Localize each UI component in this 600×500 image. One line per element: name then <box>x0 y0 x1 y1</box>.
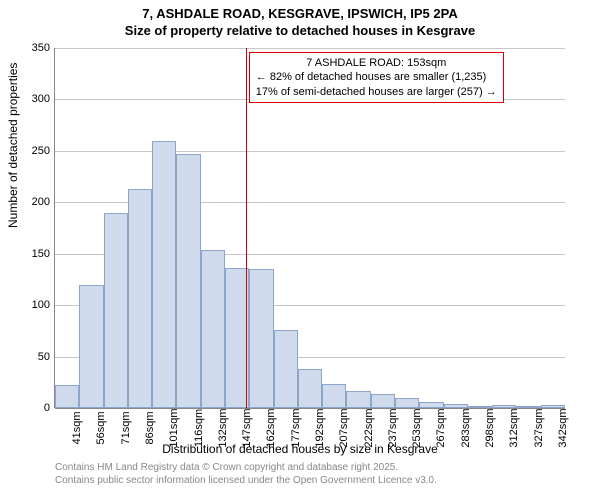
y-tick-label: 300 <box>32 93 55 105</box>
histogram-bar <box>274 330 298 408</box>
x-tick-label: 41sqm <box>67 411 83 444</box>
y-axis-label: Number of detached properties <box>6 63 20 228</box>
histogram-bar <box>104 213 128 408</box>
y-tick-label: 200 <box>32 196 55 208</box>
page-subtitle: Size of property relative to detached ho… <box>0 23 600 38</box>
histogram-bar <box>298 369 322 408</box>
histogram-bar <box>152 141 176 408</box>
footer-attribution: Contains HM Land Registry data © Crown c… <box>55 462 437 487</box>
gridline <box>55 151 565 152</box>
histogram-bar <box>346 391 370 408</box>
y-tick-label: 150 <box>32 248 55 260</box>
y-tick-label: 350 <box>32 42 55 54</box>
histogram-bar <box>55 385 79 408</box>
axis-bottom <box>55 408 565 409</box>
histogram-bar <box>176 154 200 408</box>
callout-line: ← 82% of detached houses are smaller (1,… <box>256 70 497 84</box>
y-tick-label: 100 <box>32 299 55 311</box>
footer-line-1: Contains HM Land Registry data © Crown c… <box>55 462 437 475</box>
x-axis-label: Distribution of detached houses by size … <box>0 442 600 456</box>
histogram-bar <box>201 250 225 408</box>
histogram-bar <box>249 269 273 408</box>
histogram-bar <box>395 398 419 408</box>
footer-line-2: Contains public sector information licen… <box>55 475 437 488</box>
x-tick-label: 56sqm <box>91 411 107 444</box>
histogram-plot: 05010015020025030035041sqm56sqm71sqm86sq… <box>55 48 565 408</box>
histogram-bar <box>322 384 346 408</box>
reference-line <box>246 48 247 408</box>
histogram-bar <box>79 285 103 408</box>
histogram-bar <box>128 189 152 408</box>
axis-left <box>54 48 55 408</box>
y-tick-label: 50 <box>38 351 55 363</box>
page-title: 7, ASHDALE ROAD, KESGRAVE, IPSWICH, IP5 … <box>0 6 600 21</box>
callout-line: 7 ASHDALE ROAD: 153sqm <box>256 56 497 70</box>
y-tick-label: 250 <box>32 145 55 157</box>
callout-line: 17% of semi-detached houses are larger (… <box>256 85 497 99</box>
x-tick-label: 71sqm <box>116 411 132 444</box>
gridline <box>55 48 565 49</box>
x-tick-label: 86sqm <box>140 411 156 444</box>
histogram-bar <box>371 394 395 408</box>
title-block: 7, ASHDALE ROAD, KESGRAVE, IPSWICH, IP5 … <box>0 0 600 38</box>
chart-area: 05010015020025030035041sqm56sqm71sqm86sq… <box>55 48 565 408</box>
callout-box: 7 ASHDALE ROAD: 153sqm← 82% of detached … <box>249 52 504 103</box>
